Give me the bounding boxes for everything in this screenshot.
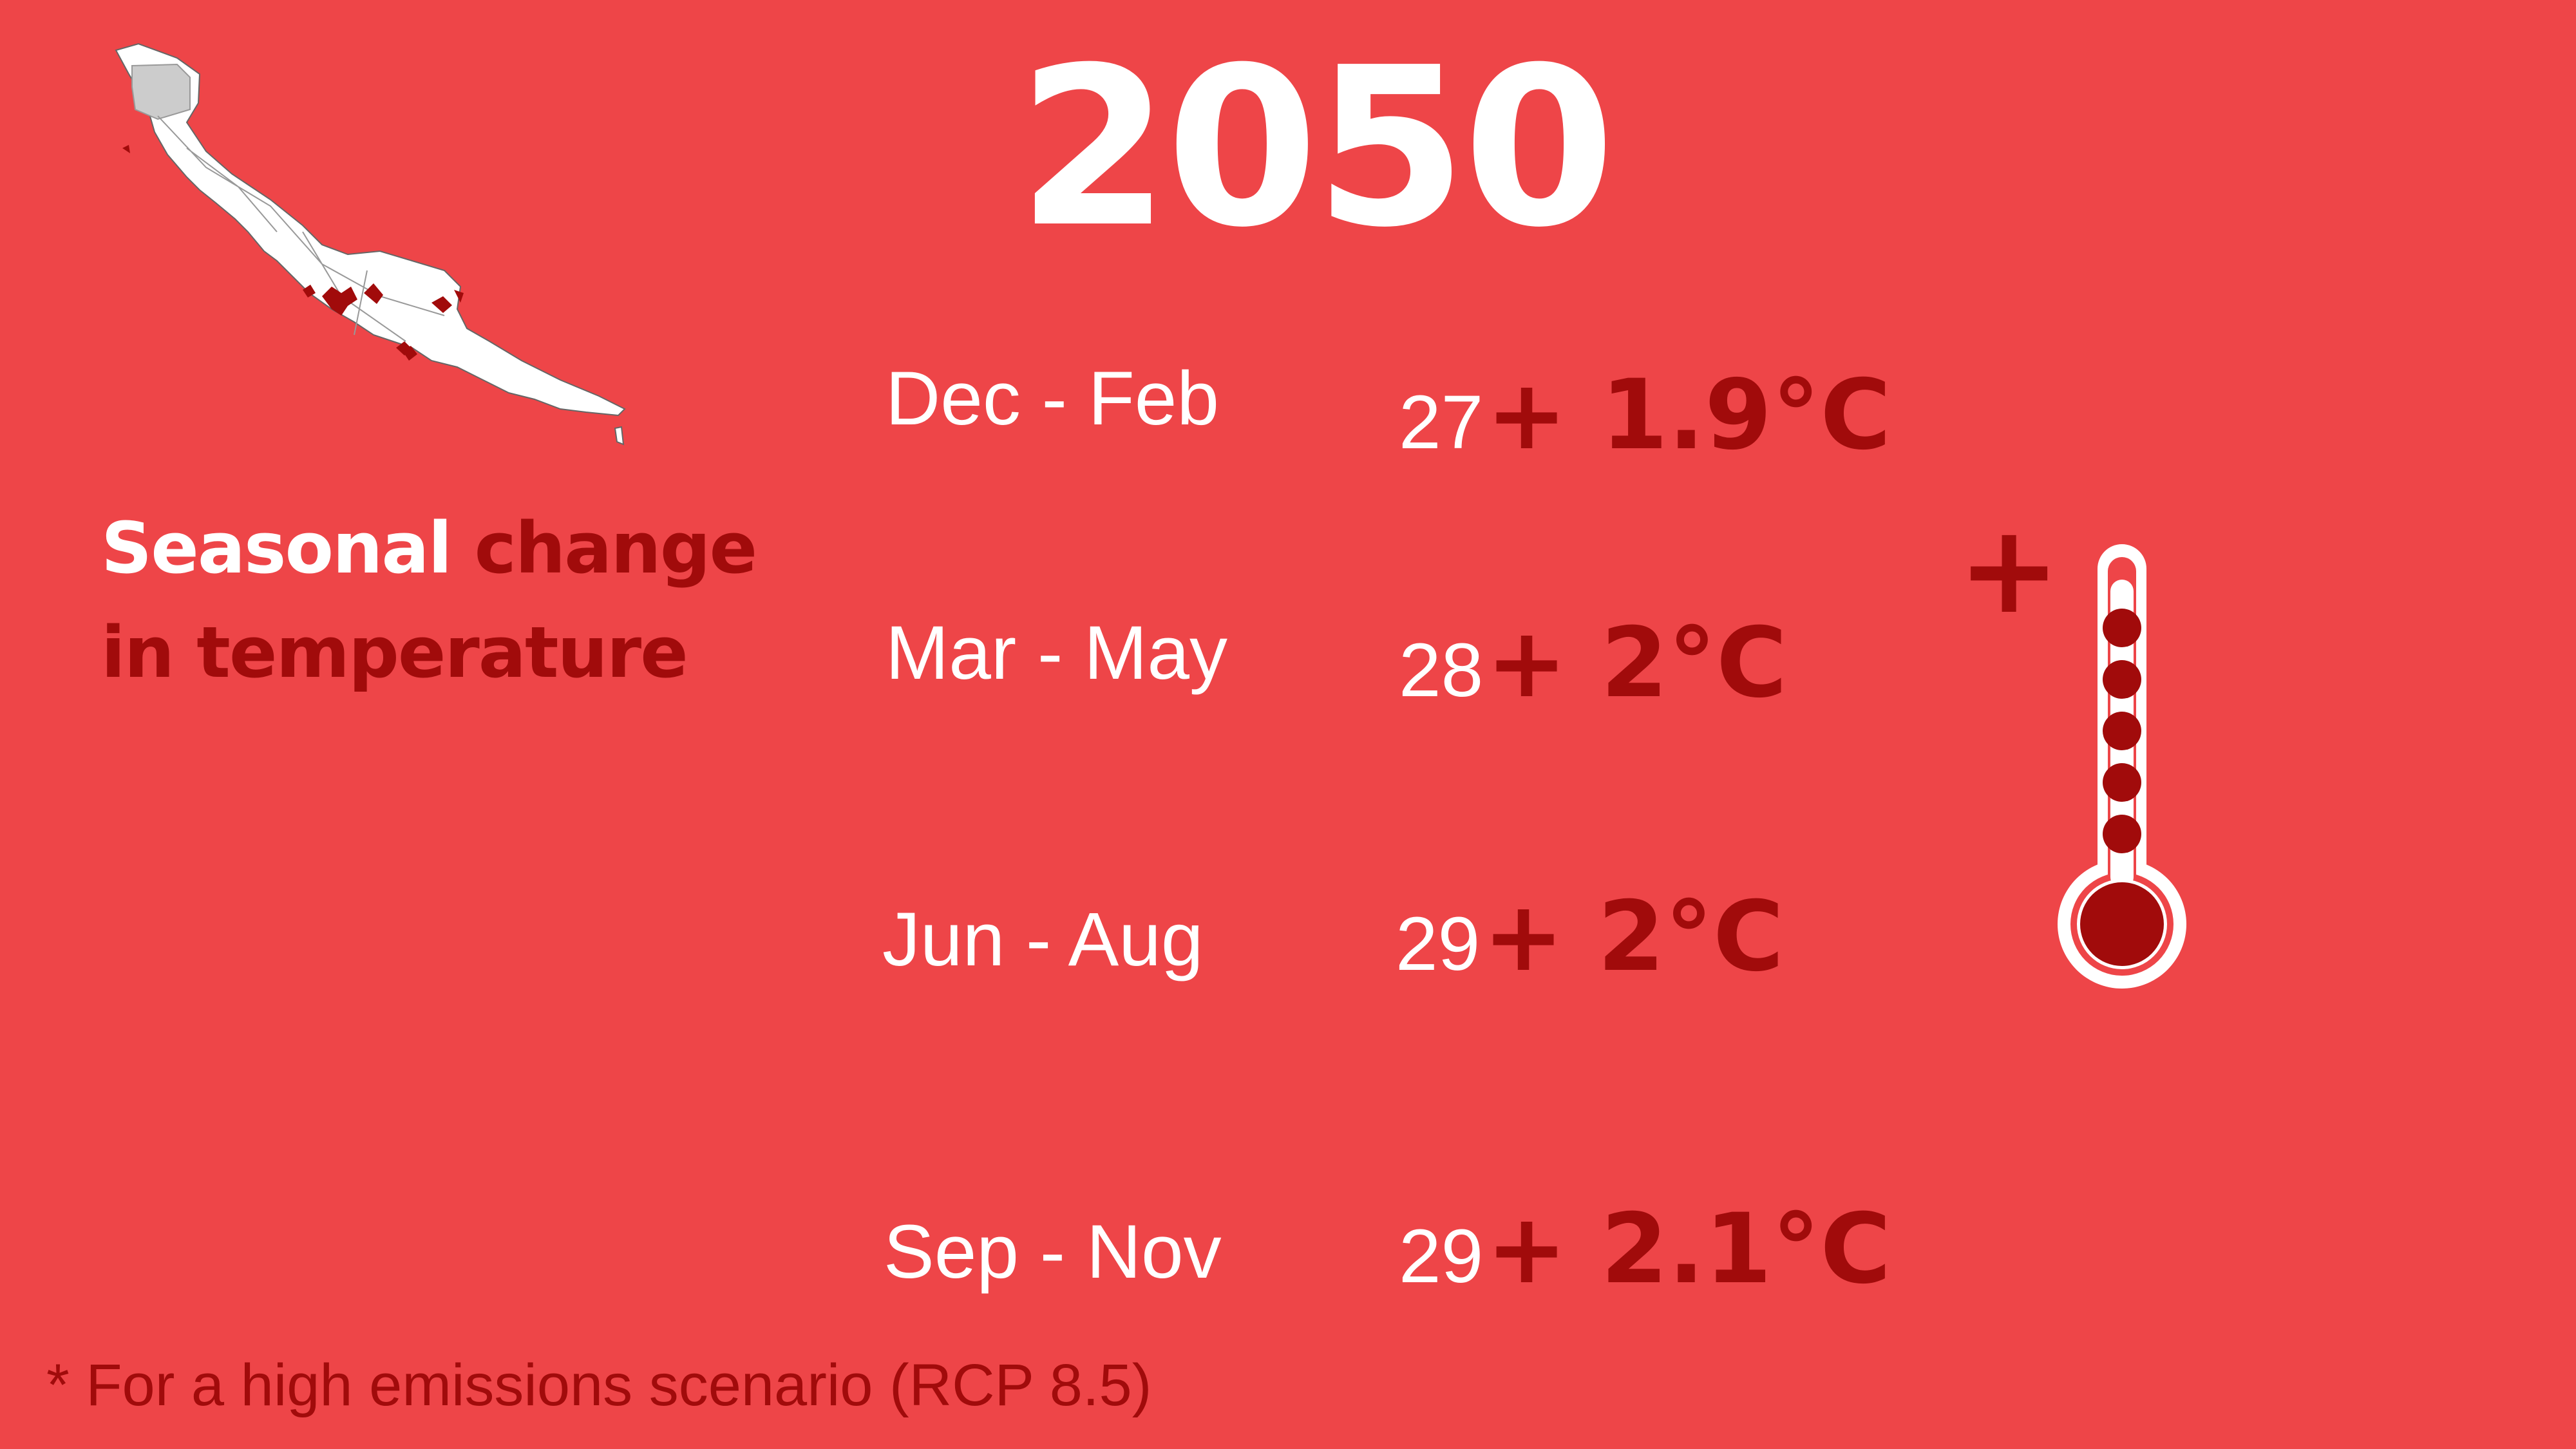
season-temp-sep-nov: 29 + 2.1°C xyxy=(1399,1201,1891,1298)
season-label-jun-aug: Jun - Aug xyxy=(882,897,1204,982)
subtitle-word-seasonal: Seasonal xyxy=(101,507,452,589)
plus-icon: + xyxy=(1958,498,2061,641)
temp-change: + 2.1°C xyxy=(1486,1193,1891,1305)
season-temp-mar-may: 28 + 2°C xyxy=(1399,615,1787,712)
season-temp-jun-aug: 29 + 2°C xyxy=(1396,889,1784,985)
season-label-mar-may: Mar - May xyxy=(886,611,1227,696)
base-temp: 29 xyxy=(1399,1214,1484,1299)
footnote: * For a high emissions scenario (RCP 8.5… xyxy=(46,1352,1152,1418)
temp-change: + 2°C xyxy=(1486,607,1788,719)
island-map-icon xyxy=(115,43,626,446)
season-temp-dec-feb: 27 + 1.9°C xyxy=(1399,367,1891,464)
temp-change: + 1.9°C xyxy=(1486,359,1891,471)
page-title: 2050 xyxy=(1018,21,1615,276)
base-temp: 28 xyxy=(1399,628,1484,713)
season-label-sep-nov: Sep - Nov xyxy=(884,1209,1222,1294)
thermometer-icon xyxy=(2058,544,2186,989)
base-temp: 29 xyxy=(1396,902,1481,987)
base-temp: 27 xyxy=(1399,380,1484,465)
subtitle-word-change: change xyxy=(474,507,757,589)
subtitle: Seasonal change in temperature xyxy=(101,496,757,705)
season-label-dec-feb: Dec - Feb xyxy=(886,356,1220,441)
subtitle-line-2: in temperature xyxy=(101,611,688,694)
temp-change: + 2°C xyxy=(1482,881,1785,993)
